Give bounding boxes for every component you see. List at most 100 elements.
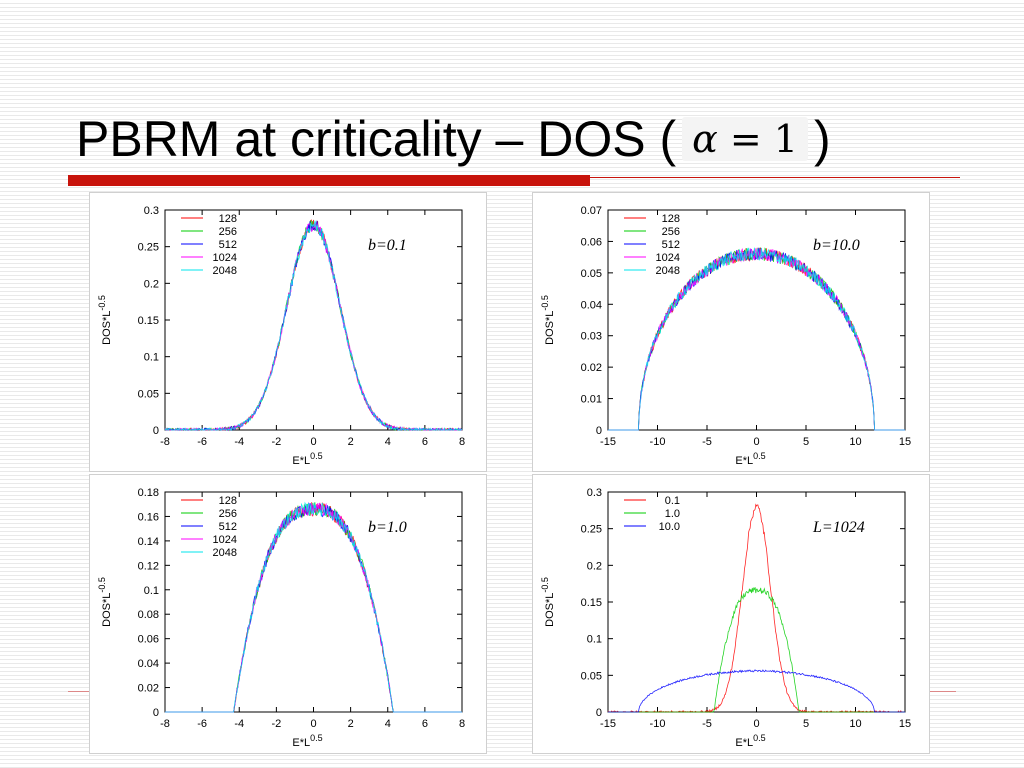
y-tick-label: 0.04 [581,299,602,311]
x-tick-label: -4 [234,718,244,730]
series-line-1024 [165,502,462,713]
x-axis-label-main: E*L [735,737,753,749]
legend-label: 1024 [213,252,237,264]
x-tick-label: -4 [234,436,244,448]
legend-label: 2048 [213,547,237,559]
dos-chart-b10: -15 -10 -5 0 5 10 15 0 0.01 0.02 0.03 0.04 0.05 0.06 0… [540,205,911,467]
alpha-formula-image: α = 1 [682,117,808,161]
y-tick-label: 0.07 [581,205,602,217]
y-axis-label-main: DOS*L [544,311,556,345]
legend-label: 128 [662,213,680,225]
legend-label: 1024 [213,534,237,546]
y-tick-label: 0.3 [144,205,159,217]
y-axis-label-main: DOS*L [101,593,113,627]
x-tick-label: 15 [899,718,911,730]
x-axis-label-main: E*L [292,737,310,749]
y-tick-label: 0.15 [581,597,602,609]
decorative-line-left [68,691,90,692]
x-tick-label: -6 [197,718,207,730]
slide-title-suffix: ) [813,111,831,167]
x-tick-label: -5 [702,436,712,448]
legend-label: 10.0 [659,521,680,533]
y-tick-label: 0.06 [581,236,602,248]
y-tick-label: 0 [153,707,159,719]
x-tick-label: 0 [753,436,759,448]
chart-annotation: b=1.0 [368,519,407,536]
chart-annotation: b=10.0 [813,237,860,254]
y-tick-label: 0.16 [138,511,159,523]
x-tick-label: -15 [600,436,616,448]
series-line-1024 [164,222,463,432]
x-tick-label: 10 [849,718,861,730]
x-tick-label: 4 [385,436,391,448]
x-tick-label: 6 [422,436,428,448]
x-tick-label: 8 [459,718,465,730]
x-axis-label: E*L0.5 [735,451,765,467]
legend-label: 256 [219,226,237,238]
x-tick-label: 8 [459,436,465,448]
x-tick-label: -6 [197,436,207,448]
series-line-512 [164,220,463,432]
x-axis-label-main: E*L [292,455,310,467]
y-tick-label: 0.25 [581,524,602,536]
series-line-128 [164,219,463,431]
y-tick-label: 0.14 [138,536,159,548]
y-tick-label: 0.04 [138,658,159,670]
x-tick-label: 0 [310,436,316,448]
y-tick-label: 0.1 [144,585,159,597]
slide-title-prefix: PBRM at criticality – DOS ( [76,111,677,167]
legend-label: 128 [219,213,237,225]
title-underline-bar [68,175,590,186]
y-axis-label: DOS*L-0.5 [97,295,113,345]
y-axis-label-sup: -0.5 [540,295,550,311]
chart-annotation: L=1024 [812,519,865,536]
legend-label: 2048 [213,265,237,277]
y-axis-label-sup: -0.5 [540,577,550,593]
series-line-2048 [165,501,462,713]
dos-chart-b1: -8 -6 -4 -2 0 2 4 6 8 0 0.02 0.04 0.06 0.08 0.1 0.12 0.1… [97,487,465,749]
formula-rest: = 1 [729,117,798,161]
x-tick-label: 10 [849,436,861,448]
x-tick-label: -8 [160,718,170,730]
y-tick-label: 0.08 [138,609,159,621]
legend-label: 128 [219,495,237,507]
chart-panel-b10: -15 -10 -5 0 5 10 15 0 0.01 0.02 0.03 0.04 0.05 0.06 0… [532,192,930,472]
x-axis-label: E*L0.5 [292,733,322,749]
x-axis-label-sup: 0.5 [753,451,766,461]
legend-label: 512 [219,239,237,251]
x-axis-label-sup: 0.5 [310,733,323,743]
y-tick-label: 0 [596,707,602,719]
chart-panel-b1: -8 -6 -4 -2 0 2 4 6 8 0 0.02 0.04 0.06 0.08 0.1 0.12 0.1… [89,474,487,754]
series-line-1.0 [608,587,905,713]
y-tick-label: 0.1 [587,634,602,646]
x-tick-label: 2 [348,436,354,448]
y-tick-label: 0.03 [581,331,602,343]
legend-label: 256 [219,508,237,520]
y-tick-label: 0.12 [138,560,159,572]
x-tick-label: -5 [702,718,712,730]
title-underline-thin [590,177,960,178]
y-axis-label: DOS*L-0.5 [540,577,556,627]
x-axis-label: E*L0.5 [735,733,765,749]
x-tick-label: -8 [160,436,170,448]
series-line-256 [165,502,462,713]
x-tick-label: -2 [271,436,281,448]
y-tick-label: 0.2 [144,278,159,290]
y-axis-label-sup: -0.5 [97,295,107,311]
x-tick-label: 4 [385,718,391,730]
y-tick-label: 0.3 [587,487,602,499]
x-tick-label: -15 [600,718,616,730]
y-axis-label-main: DOS*L [101,311,113,345]
legend-label: 512 [662,239,680,251]
series-line-1024 [608,248,905,431]
series-line-2048 [608,247,905,431]
y-tick-label: 0.05 [581,670,602,682]
plot-frame [607,209,906,431]
y-tick-label: 0.02 [581,362,602,374]
x-tick-label: 6 [422,718,428,730]
x-tick-label: 5 [803,436,809,448]
dos-chart-b01: -8 -6 -4 -2 0 2 4 6 8 0 0.05 0.1 0.15 0.2 0.25 0.3 E*L0.… [97,205,465,467]
x-tick-label: -2 [271,718,281,730]
y-tick-label: 0.01 [581,394,602,406]
legend-label: 1.0 [665,508,680,520]
